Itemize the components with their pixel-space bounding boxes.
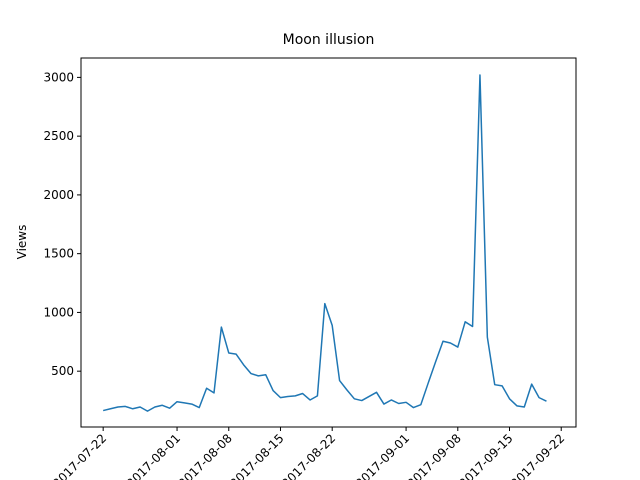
x-tick-label: 2017-09-15 — [456, 431, 515, 480]
y-tick-label: 2500 — [43, 129, 74, 143]
y-tick-label: 1500 — [43, 247, 74, 261]
y-tick-label: 500 — [51, 364, 74, 378]
y-tick-label: 1000 — [43, 305, 74, 319]
x-tick-label: 2017-09-22 — [508, 431, 567, 480]
x-tick-label: 2017-08-08 — [176, 431, 235, 480]
plot-frame — [80, 57, 577, 428]
y-axis-label: Views — [15, 225, 29, 260]
x-tick-label: 2017-08-22 — [279, 431, 338, 480]
x-tick-label: 2017-09-08 — [405, 431, 464, 480]
y-tick-label: 3000 — [43, 70, 74, 84]
x-tick-label: 2017-08-15 — [227, 431, 286, 480]
x-tick-label: 2017-09-01 — [353, 431, 412, 480]
x-tick-label: 2017-08-01 — [124, 431, 183, 480]
x-tick-label: 2017-07-22 — [50, 431, 109, 480]
chart-title: Moon illusion — [283, 32, 375, 48]
data-line — [102, 74, 547, 412]
y-tick-label: 2000 — [43, 188, 74, 202]
